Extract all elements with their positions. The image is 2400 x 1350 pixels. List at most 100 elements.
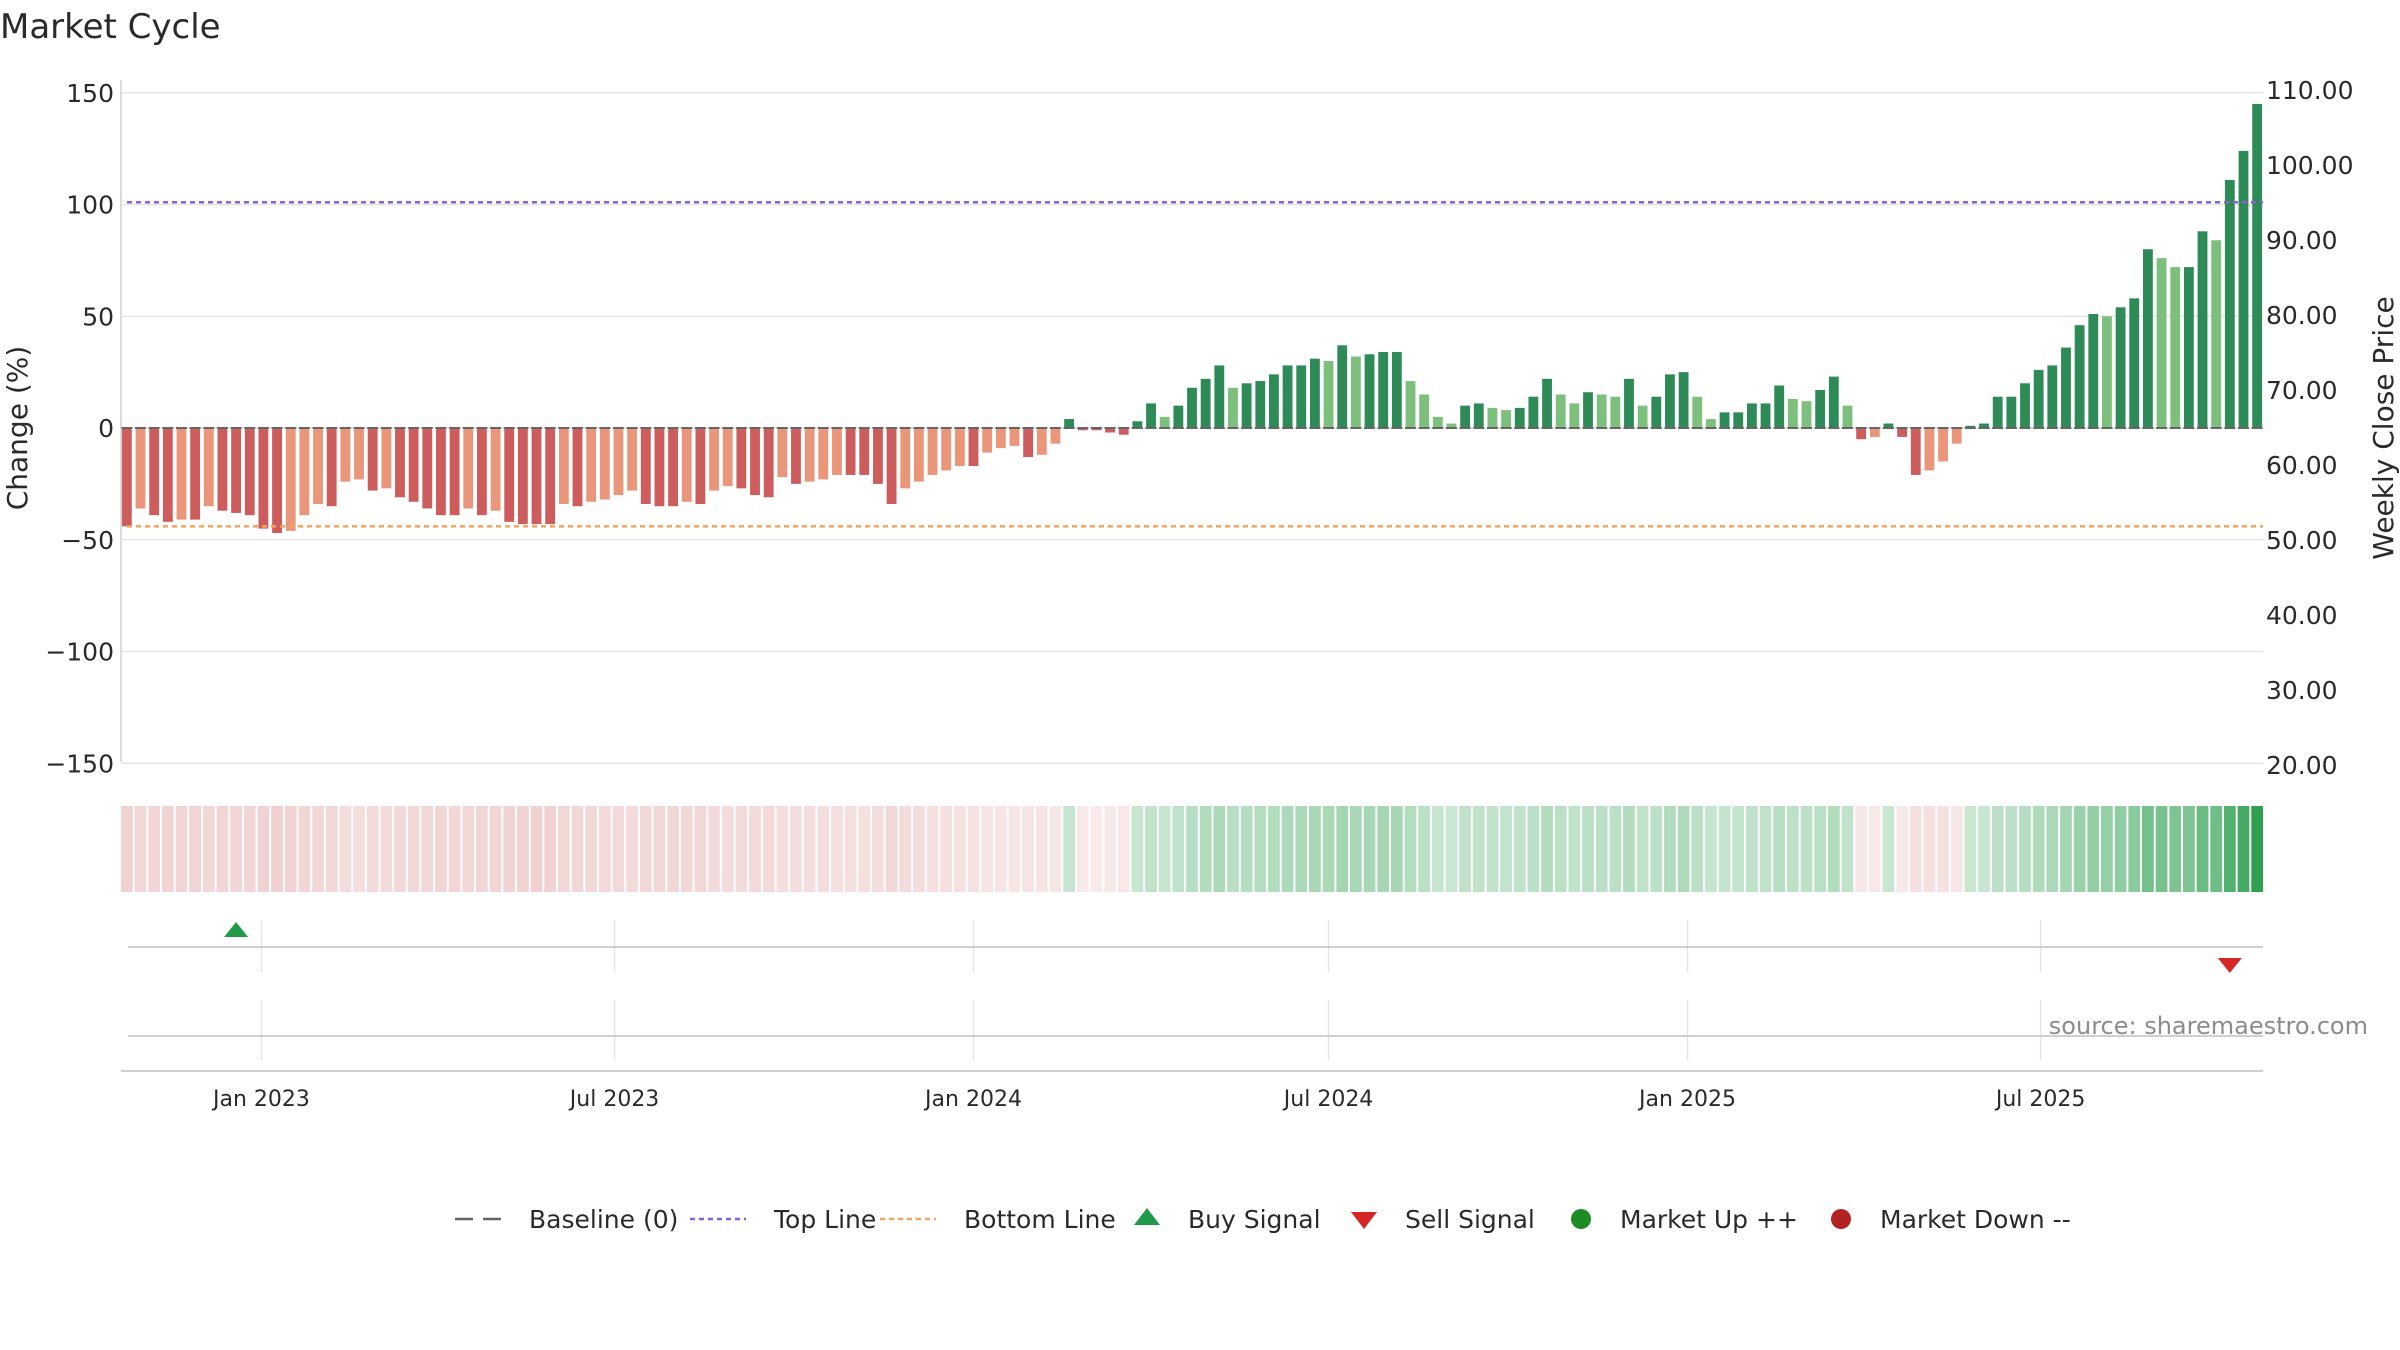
heat-cell xyxy=(1718,806,1731,892)
y2-tick-label: 30.00 xyxy=(2266,676,2338,705)
change-bar xyxy=(2074,325,2085,428)
heat-cell xyxy=(489,806,502,892)
heat-cell xyxy=(1882,806,1895,892)
heat-cell xyxy=(1445,806,1458,892)
change-bar xyxy=(1979,423,1989,428)
change-bar xyxy=(463,428,474,509)
change-bars xyxy=(121,103,2263,534)
change-bar xyxy=(1828,376,1839,428)
heat-cell xyxy=(2046,806,2059,892)
signal-markers xyxy=(224,922,2242,973)
heat-cell xyxy=(1773,806,1786,892)
heat-cell xyxy=(325,806,338,892)
legend-item: Sell Signal xyxy=(1351,1205,1535,1234)
heat-cell xyxy=(1541,806,1553,892)
heat-cell xyxy=(257,806,270,892)
change-bar xyxy=(1528,396,1539,428)
heat-cell xyxy=(544,806,557,892)
legend-label: Buy Signal xyxy=(1188,1205,1321,1234)
change-bar xyxy=(162,428,173,522)
change-bar xyxy=(558,428,569,504)
change-bar xyxy=(845,428,856,475)
heat-cell xyxy=(1691,806,1704,892)
legend-label: Bottom Line xyxy=(964,1205,1116,1234)
change-bar xyxy=(217,428,228,511)
change-bar xyxy=(1555,394,1566,428)
heat-cell xyxy=(1008,806,1021,892)
change-bar xyxy=(1309,358,1320,428)
heat-cell xyxy=(667,806,679,892)
y-axis-label: Change (%) xyxy=(1,346,34,511)
heat-cell xyxy=(721,806,734,892)
change-bar xyxy=(1282,365,1293,428)
change-bar xyxy=(436,428,446,516)
change-bar xyxy=(2183,267,2194,428)
change-bar xyxy=(1692,396,1703,428)
change-bar xyxy=(1077,428,1088,431)
change-bar xyxy=(1583,392,1593,428)
change-bar xyxy=(1869,428,1880,437)
heat-cell xyxy=(1076,806,1089,892)
change-bar xyxy=(599,428,610,500)
y2-tick-label: 110.00 xyxy=(2266,76,2353,105)
change-bar xyxy=(1432,416,1443,428)
heat-cell xyxy=(448,806,461,892)
y-tick-label: −50 xyxy=(61,526,114,555)
heat-cell xyxy=(2114,806,2127,892)
y2-tick-label: 60.00 xyxy=(2266,451,2338,480)
heat-cell xyxy=(175,806,188,892)
heat-cell xyxy=(1295,806,1308,892)
heat-cell xyxy=(2196,806,2209,892)
heat-cell xyxy=(844,806,857,892)
heat-cell xyxy=(1991,806,2004,892)
heat-cell xyxy=(230,806,242,892)
heat-cell xyxy=(161,806,174,892)
heat-cell xyxy=(708,806,720,892)
heat-cell xyxy=(1623,806,1635,892)
change-bar xyxy=(244,428,255,516)
change-bar xyxy=(1036,428,1047,455)
change-bar xyxy=(258,428,269,529)
legend-item: Buy Signal xyxy=(1134,1205,1321,1234)
heat-cell xyxy=(2128,806,2141,892)
heat-cell xyxy=(462,806,475,892)
change-bar xyxy=(750,428,760,496)
heat-cell xyxy=(1814,806,1827,892)
heat-cell xyxy=(1404,806,1417,892)
change-bar xyxy=(873,428,883,484)
heat-cell xyxy=(312,806,324,892)
heat-cell xyxy=(2005,806,2018,892)
heat-cell xyxy=(2060,806,2072,892)
change-bar xyxy=(886,428,897,504)
change-bar xyxy=(395,428,405,498)
heat-cell xyxy=(1950,806,1963,892)
change-bar xyxy=(1678,372,1689,428)
heat-cell xyxy=(148,806,161,892)
change-bar xyxy=(2006,396,2017,428)
change-bar xyxy=(1323,360,1334,428)
legend-triangle-up-icon xyxy=(1134,1208,1160,1225)
heat-cell xyxy=(981,806,994,892)
heat-cell xyxy=(1978,806,1990,892)
change-bar xyxy=(1391,352,1402,428)
heat-cell xyxy=(435,806,447,892)
heat-cell xyxy=(1582,806,1594,892)
legend-label: Top Line xyxy=(773,1205,876,1234)
change-bar xyxy=(1992,396,2003,428)
x-tick-label: Jul 2023 xyxy=(568,1087,660,1112)
heat-cell xyxy=(557,806,570,892)
change-bar xyxy=(354,428,364,480)
change-bar xyxy=(1337,345,1348,428)
heat-cell xyxy=(872,806,884,892)
change-bar xyxy=(1610,396,1621,428)
heat-cell xyxy=(2032,806,2045,892)
change-bar xyxy=(231,428,242,513)
heat-cell xyxy=(1213,806,1226,892)
heat-cell xyxy=(776,806,789,892)
heat-cell xyxy=(1868,806,1881,892)
change-bar xyxy=(149,428,160,516)
heat-cell xyxy=(1595,806,1608,892)
y2-tick-label: 70.00 xyxy=(2266,376,2338,405)
change-bar xyxy=(1746,403,1757,428)
change-bar xyxy=(995,428,1006,449)
